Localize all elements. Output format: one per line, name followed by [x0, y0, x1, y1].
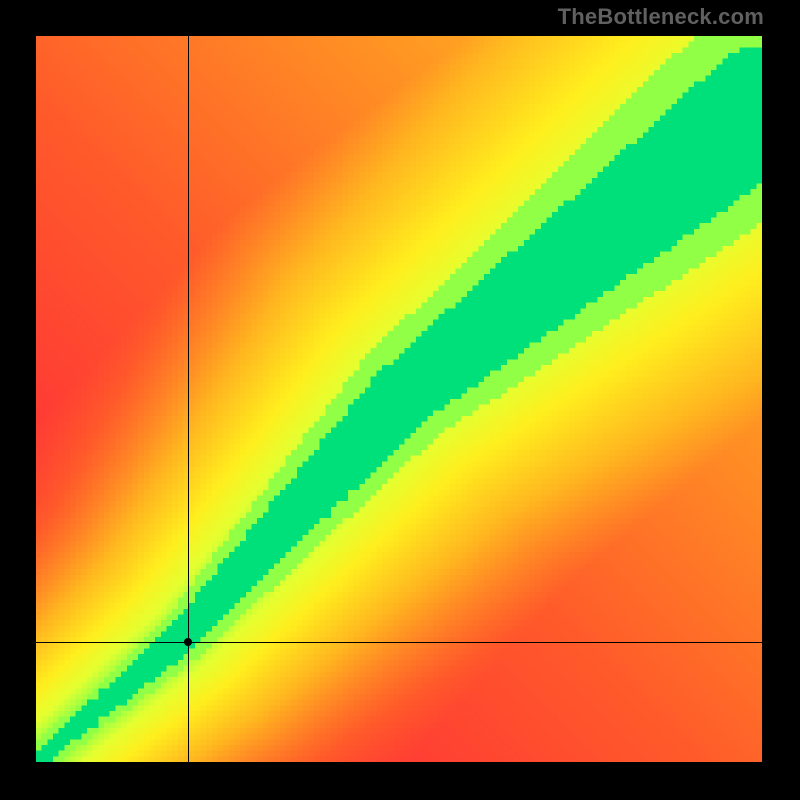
crosshair-horizontal-line — [36, 642, 762, 643]
heatmap-canvas — [36, 36, 762, 762]
figure-container: TheBottleneck.com — [0, 0, 800, 800]
watermark-text: TheBottleneck.com — [558, 4, 764, 30]
plot-area — [36, 36, 762, 762]
crosshair-marker-dot — [184, 638, 192, 646]
crosshair-vertical-line — [188, 36, 189, 762]
